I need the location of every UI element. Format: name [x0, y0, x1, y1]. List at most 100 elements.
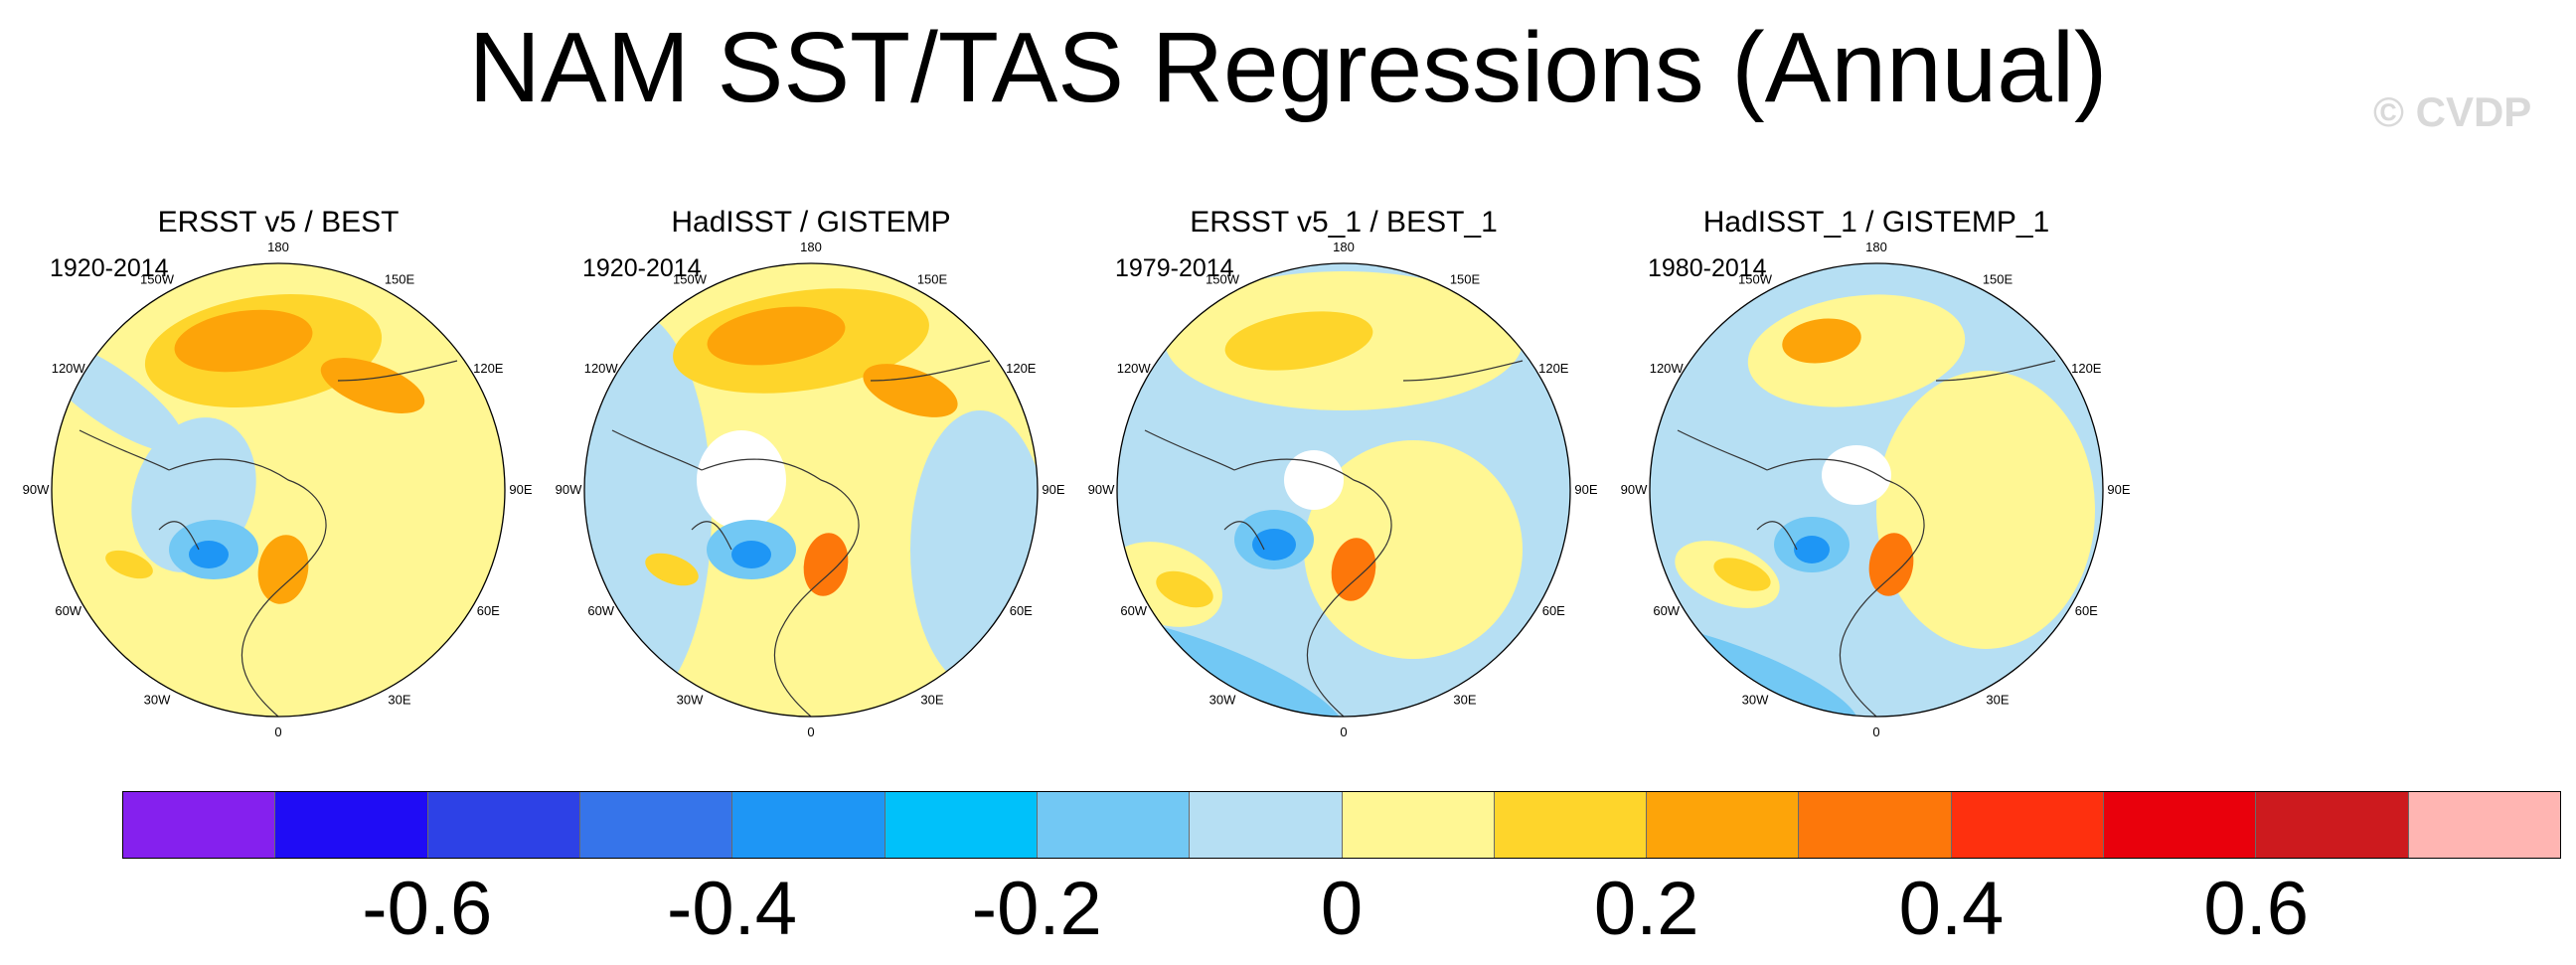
- longitude-label: 60E: [477, 603, 500, 618]
- longitude-label: 90W: [556, 482, 582, 497]
- map-border: [1116, 262, 1571, 718]
- polar-map-2: 180 150E 120E 90E 60E 30E 0 30W 60W 90W 120W 150W: [556, 240, 1065, 739]
- colorbar-tick-label: 0.4: [1898, 867, 2005, 951]
- figure-title: NAM SST/TAS Regressions (Annual): [468, 12, 2108, 123]
- longitude-label: 60E: [2075, 603, 2098, 618]
- regression-field: [1117, 263, 1570, 717]
- longitude-label: 0: [274, 724, 281, 739]
- field-positive-europe: [803, 533, 849, 596]
- longitude-label: 120E: [2071, 361, 2102, 376]
- field-positive-eurasia: [1304, 440, 1523, 659]
- longitude-label: 150W: [1206, 272, 1240, 287]
- longitude-label: 180: [800, 240, 822, 254]
- longitude-label: 60W: [587, 603, 614, 618]
- field-positive-patch: [645, 553, 699, 586]
- longitude-label: 90W: [1621, 482, 1648, 497]
- polar-map-1: 180 150E 120E 90E 60E 30E 0 30W 60W 90W 120W 150W: [23, 240, 533, 739]
- colorbar-tick-label: 0.2: [1593, 867, 1699, 951]
- longitude-label: 0: [1872, 724, 1879, 739]
- polar-map-4: 180 150E 120E 90E 60E 30E 0 30W 60W 90W 120W 150W: [1621, 240, 2131, 739]
- field-positive-pacific: [1747, 294, 1966, 407]
- longitude-label: 120W: [584, 361, 619, 376]
- longitude-label: 120E: [1538, 361, 1569, 376]
- polar-map-3: 180 150E 120E 90E 60E 30E 0 30W 60W 90W 120W 150W: [1088, 240, 1598, 739]
- longitude-label: 180: [267, 240, 289, 254]
- colorbar-box: [2256, 792, 2409, 858]
- map-border: [51, 262, 506, 718]
- field-positive-patch: [105, 550, 153, 579]
- colorbar-box: [732, 792, 886, 858]
- colorbar-tick-label: -0.6: [362, 867, 493, 951]
- field-missing-arctic: [1822, 445, 1891, 505]
- regression-field: [1650, 263, 2103, 717]
- panel-title-2: HadISST / GISTEMP: [671, 206, 951, 239]
- coastline: [1677, 360, 2056, 717]
- panel-period-2: 1920-2014: [582, 254, 702, 282]
- colorbar-box: [1494, 792, 1648, 858]
- longitude-label: 120W: [52, 361, 86, 376]
- cvdp-watermark: © CVDP: [2373, 88, 2532, 135]
- longitude-label: 60W: [55, 603, 81, 618]
- field-positive-core: [174, 309, 313, 373]
- longitude-label: 30E: [1986, 692, 2009, 707]
- colorbar-box: [1647, 792, 1800, 858]
- colorbar-tick-label: -0.2: [971, 867, 1102, 951]
- longitude-label: 60E: [1010, 603, 1033, 618]
- panel-title-1: ERSST v5 / BEST: [157, 206, 400, 239]
- colorbar: [122, 791, 2561, 859]
- field-negative-core: [189, 541, 229, 568]
- map-border: [583, 262, 1039, 718]
- field-positive-core: [1782, 318, 1861, 364]
- longitude-label: 30W: [677, 692, 704, 707]
- longitude-label: 150W: [673, 272, 708, 287]
- colorbar-box: [1190, 792, 1343, 858]
- regression-field: [52, 263, 505, 717]
- colorbar-box: [1799, 792, 1952, 858]
- colorbar-box: [2408, 792, 2560, 858]
- field-negative-core: [1794, 536, 1830, 563]
- longitude-label: 150W: [140, 272, 175, 287]
- coastline: [611, 360, 991, 717]
- colorbar-tick-label: 0: [1320, 867, 1364, 951]
- longitude-label: 30E: [388, 692, 410, 707]
- coastline: [79, 360, 458, 717]
- regression-field: [584, 263, 1038, 717]
- panel-period-4: 1980-2014: [1648, 254, 1767, 282]
- longitude-label: 60W: [1120, 603, 1147, 618]
- longitude-label: 0: [807, 724, 814, 739]
- colorbar-tick-label: 0.6: [2203, 867, 2310, 951]
- longitude-label: 30E: [920, 692, 943, 707]
- longitude-label: 120E: [473, 361, 504, 376]
- colorbar-box: [275, 792, 428, 858]
- longitude-label: 60E: [1542, 603, 1565, 618]
- longitude-label: 150E: [1983, 272, 2013, 287]
- longitude-label: 60W: [1653, 603, 1680, 618]
- field-positive-eurasia: [1876, 371, 2095, 649]
- longitude-label: 90W: [1088, 482, 1115, 497]
- field-positive-patch: [1156, 570, 1213, 608]
- field-positive-europe: [257, 535, 309, 604]
- colorbar-box: [1037, 792, 1191, 858]
- longitude-label: 180: [1865, 240, 1887, 254]
- longitude-label: 180: [1333, 240, 1355, 254]
- field-positive-patch: [1713, 558, 1771, 591]
- longitude-label: 120E: [1006, 361, 1037, 376]
- field-negative-east: [910, 410, 1038, 689]
- field-positive-europe: [1331, 538, 1376, 601]
- longitude-label: 30W: [1209, 692, 1236, 707]
- panel-title-4: HadISST_1 / GISTEMP_1: [1702, 206, 2050, 239]
- longitude-label: 90W: [23, 482, 50, 497]
- colorbar-box: [2104, 792, 2257, 858]
- field-missing-arctic: [697, 430, 786, 530]
- longitude-label: 150E: [385, 272, 415, 287]
- field-positive-europe: [1868, 533, 1914, 596]
- longitude-label: 150E: [917, 272, 948, 287]
- longitude-label: 120W: [1650, 361, 1685, 376]
- colorbar-box: [579, 792, 733, 858]
- colorbar-box: [885, 792, 1038, 858]
- colorbar-box: [1342, 792, 1495, 858]
- map-border: [1649, 262, 2104, 718]
- colorbar-box: [123, 792, 276, 858]
- colorbar-tick-label: -0.4: [667, 867, 797, 951]
- field-positive-core: [1224, 311, 1373, 371]
